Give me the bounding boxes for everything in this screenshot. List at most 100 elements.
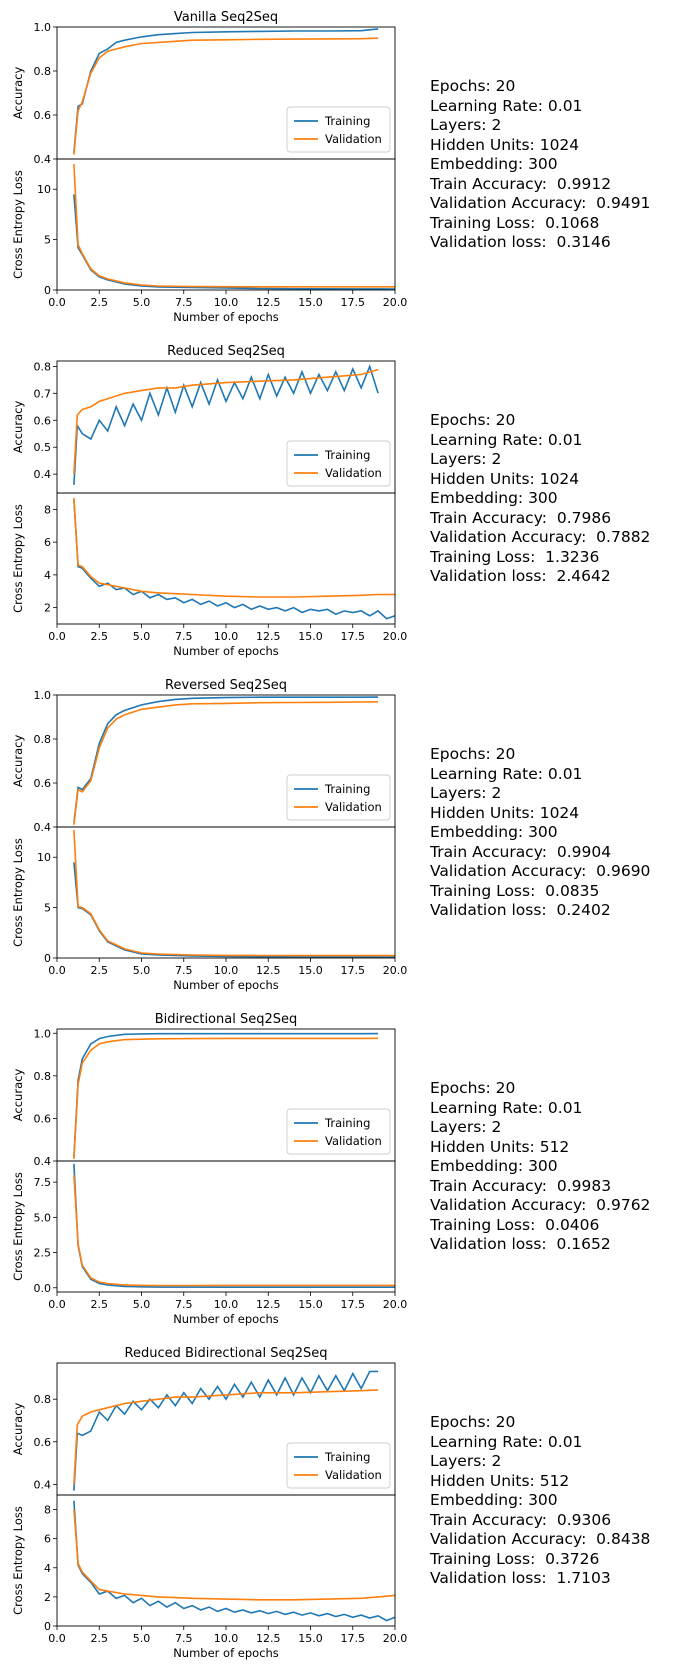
accuracy-ylabel: Accuracy: [11, 1069, 25, 1122]
stat-train-loss: Training Loss: 0.1068: [430, 213, 600, 232]
accuracy-ytick-label: 0.8: [34, 1070, 52, 1083]
stat-train-loss: Training Loss: 0.3726: [430, 1549, 600, 1568]
stat-hidden: Hidden Units: 512: [430, 1471, 570, 1490]
loss-ylabel: Cross Entropy Loss: [11, 504, 25, 613]
accuracy-ylabel: Accuracy: [11, 735, 25, 788]
legend-box: [286, 440, 391, 487]
legend-validation-label: Validation: [325, 466, 382, 480]
accuracy-ytick-label: 0.6: [34, 109, 52, 122]
loss-axes: 2 4 6 8 Cross Entropy Loss 0.0 2.5 5.0 7.5 10.0 12…: [11, 492, 408, 658]
xtick-label: 5.0: [133, 1298, 151, 1311]
legend-box: [286, 774, 391, 821]
stat-lr: Learning Rate: 0.01: [430, 1098, 583, 1117]
stat-val-acc: Validation Accuracy: 0.9491: [430, 194, 651, 212]
xtick-label: 0.0: [48, 1632, 66, 1645]
loss-axes: 0 5 10 Cross Entropy Loss 0.0 2.5 5.0 7.5 10.0 12…: [11, 826, 408, 992]
chart-panel: Bidirectional Seq2Seq 0.4 0.6 0.8 1.0 Accurac…: [0, 1002, 687, 1336]
xtick-label: 12.5: [256, 964, 281, 977]
loss-ytick-label: 5: [44, 234, 51, 247]
loss-series-training: [73, 499, 395, 620]
xtick-label: 15.0: [298, 964, 323, 977]
loss-ytick-label: 10: [37, 183, 51, 196]
loss-ytick-label: 6: [44, 536, 51, 549]
accuracy-series-validation: [73, 1037, 379, 1159]
loss-ytick-label: 2: [44, 1591, 51, 1604]
accuracy-ytick-label: 0.6: [34, 1112, 52, 1125]
stat-epochs: Epochs: 20: [430, 745, 516, 763]
stat-lr: Learning Rate: 0.01: [430, 764, 583, 783]
stat-lr: Learning Rate: 0.01: [430, 96, 583, 115]
accuracy-series-validation: [73, 1389, 379, 1485]
accuracy-series-training: [73, 696, 379, 823]
loss-frame: [56, 1160, 396, 1293]
xtick-label: 15.0: [298, 1298, 323, 1311]
legend-training-label: Training: [324, 448, 370, 462]
stat-train-acc: Train Accuracy: 0.7986: [430, 508, 612, 527]
legend-box: [286, 1108, 391, 1155]
accuracy-ytick-label: 1.0: [34, 1027, 52, 1040]
stats-block: Epochs: 20 Learning Rate: 0.01 Layers: 2 Hi…: [430, 1413, 680, 1589]
xtick-label: 17.5: [341, 1298, 366, 1311]
stat-epochs: Epochs: 20: [430, 77, 516, 95]
xtick-label: 7.5: [175, 964, 193, 977]
xtick-label: 5.0: [133, 964, 151, 977]
stat-val-loss: Validation loss: 0.2402: [430, 901, 611, 919]
legend-validation-label: Validation: [325, 132, 382, 146]
loss-ytick-label: 0: [44, 1620, 51, 1633]
loss-series-validation: [73, 163, 395, 288]
loss-series-validation: [73, 1175, 395, 1287]
xtick-label: 20.0: [383, 1298, 408, 1311]
stat-val-acc: Validation Accuracy: 0.8438: [430, 1530, 651, 1548]
loss-ylabel: Cross Entropy Loss: [11, 1506, 25, 1615]
accuracy-series-validation: [73, 701, 379, 825]
loss-series-validation: [73, 1509, 395, 1601]
loss-ytick-label: 8: [44, 1504, 51, 1517]
xtick-label: 17.5: [341, 630, 366, 643]
stat-val-loss: Validation loss: 0.3146: [430, 233, 611, 251]
accuracy-series-training: [73, 363, 379, 485]
accuracy-ytick-label: 0.4: [34, 1478, 52, 1491]
chart-panel: Reduced Seq2Seq 0.4 0.5 0.6 0.7 0.8 Accuracy Tr…: [0, 334, 687, 668]
stat-val-acc: Validation Accuracy: 0.7882: [430, 528, 651, 546]
loss-ylabel: Cross Entropy Loss: [11, 838, 25, 947]
xtick-label: 0.0: [48, 630, 66, 643]
xtick-label: 2.5: [91, 296, 109, 309]
xtick-label: 15.0: [298, 296, 323, 309]
stat-train-loss: Training Loss: 1.3236: [430, 547, 600, 566]
accuracy-ylabel: Accuracy: [11, 1403, 25, 1456]
accuracy-series-validation: [73, 368, 379, 475]
chart-svg: Bidirectional Seq2Seq 0.4 0.6 0.8 1.0 Accurac…: [11, 1012, 408, 1326]
accuracy-ytick-label: 0.6: [34, 777, 52, 790]
loss-frame: [56, 158, 396, 291]
xtick-label: 2.5: [91, 964, 109, 977]
loss-series-training: [73, 862, 395, 958]
xtick-label: 20.0: [383, 964, 408, 977]
xlabel: Number of epochs: [173, 1646, 279, 1660]
stats-block: Epochs: 20 Learning Rate: 0.01 Layers: 2 Hi…: [430, 411, 680, 587]
loss-ytick-label: 5: [44, 902, 51, 915]
stat-val-loss: Validation loss: 2.4642: [430, 567, 611, 585]
loss-axes: 0.0 2.5 5.0 7.5 Cross Entropy Loss 0.0 2.5 5.0 7…: [11, 1160, 408, 1326]
xtick-label: 15.0: [298, 630, 323, 643]
loss-ytick-label: 2.5: [34, 1247, 52, 1260]
stat-train-acc: Train Accuracy: 0.9983: [430, 1176, 612, 1195]
xtick-label: 7.5: [175, 630, 193, 643]
legend: Training Validation: [286, 106, 391, 153]
xtick-label: 7.5: [175, 296, 193, 309]
xlabel: Number of epochs: [173, 644, 279, 658]
accuracy-ytick-label: 0.4: [34, 821, 52, 834]
accuracy-ytick-label: 0.7: [34, 387, 52, 400]
stat-val-acc: Validation Accuracy: 0.9762: [430, 1196, 651, 1214]
xtick-label: 7.5: [175, 1298, 193, 1311]
accuracy-ytick-label: 0.4: [34, 153, 52, 166]
loss-series-training: [73, 1163, 395, 1289]
chart-title: Reduced Seq2Seq: [167, 344, 285, 359]
stat-val-loss: Validation loss: 0.1652: [430, 1235, 611, 1253]
legend: Training Validation: [286, 1108, 391, 1155]
legend: Training Validation: [286, 1442, 391, 1489]
xtick-label: 7.5: [175, 1632, 193, 1645]
loss-ytick-label: 10: [37, 851, 51, 864]
stats-block: Epochs: 20 Learning Rate: 0.01 Layers: 2 Hi…: [430, 77, 680, 253]
xtick-label: 20.0: [383, 630, 408, 643]
accuracy-axes: 0.4 0.6 0.8 Accuracy Training Validation: [11, 1362, 396, 1496]
